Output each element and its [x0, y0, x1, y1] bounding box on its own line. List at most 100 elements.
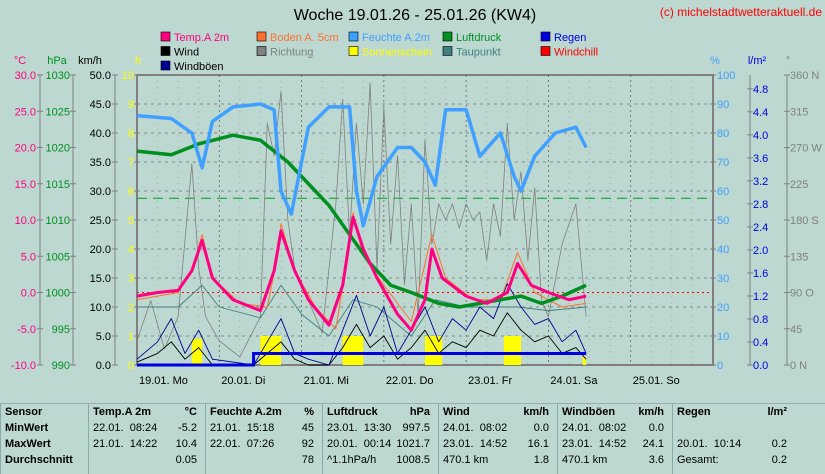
axis-tick-label: 8	[128, 128, 134, 140]
axis-tick-label: 45.0	[90, 99, 111, 111]
axis-tick-label: 40.0	[90, 128, 111, 140]
axis-tick-label: 100	[717, 70, 735, 82]
series-line-feuchte-a-2m	[136, 102, 588, 228]
sunshine-bar	[503, 336, 521, 365]
table-row: 20.01. 00:14 1021.7	[327, 436, 434, 452]
series-line-taupunkt	[137, 284, 587, 337]
column-name: Sensor	[5, 406, 43, 418]
axis-tick-label: 30.0	[15, 70, 36, 82]
axis-tick-label: 0.0	[21, 288, 36, 300]
axis-unit-rain: l/m²	[748, 55, 767, 67]
cell-value: -5.2	[178, 422, 197, 434]
cell-label: 24.01. 08:02	[443, 422, 508, 434]
cell-value: 1.8	[533, 454, 549, 466]
axis-tick-label: 5.0	[21, 251, 36, 263]
cell-value: 0.2	[771, 454, 787, 466]
axis-tick-label: 3	[128, 273, 134, 285]
table-row: 470.1 km 3.6	[562, 452, 668, 468]
column-name: Wind	[443, 406, 470, 418]
column-unit: km/h	[638, 406, 664, 418]
legend-swatch	[442, 31, 453, 42]
axis-tick-label: 3.2	[753, 176, 768, 188]
axis-tick-label: 225	[790, 179, 808, 191]
axis-tick-label: 6	[128, 186, 134, 198]
table-header: Sensor	[5, 404, 84, 420]
axis-unit-hum: %	[710, 55, 720, 67]
table-column: Wind km/h 24.01. 08:02 0.0 23.01. 14:52 16.1 4…	[438, 404, 557, 474]
axis-unit-temp: °C	[14, 55, 26, 67]
axis-tick-label: 1000	[46, 288, 70, 300]
legend-swatch	[442, 46, 453, 56]
table-row: 23.01. 14:52 16.1	[443, 436, 553, 452]
legend-label: Feuchte A.2m	[362, 32, 430, 44]
column-unit: km/h	[523, 406, 549, 418]
axis-tick-label: 5	[128, 215, 134, 227]
cell-label: 24.01. 08:02	[562, 422, 627, 434]
axis-tick-label: 10	[122, 70, 134, 82]
axis-tick-label: 25.0	[15, 106, 36, 118]
legend-swatch	[540, 46, 551, 56]
table-row: 78	[210, 452, 318, 468]
table-column: Luftdruck hPa 23.01. 13:30 997.5 20.01. 00:1…	[322, 404, 438, 474]
cell-label: ^1.1hPa/h	[327, 454, 377, 466]
copyright-link[interactable]: (c) michelstadtwetteraktuell.de	[660, 5, 822, 19]
day-label: 23.01. Fr	[468, 375, 512, 387]
series-line-richtung	[136, 82, 587, 358]
table-header: Luftdruck hPa	[327, 404, 434, 420]
table-row: 23.01. 14:52 24.1	[562, 436, 668, 452]
axis-tick-label: 1025	[46, 106, 70, 118]
axis-unit-press: hPa	[47, 55, 67, 67]
table-row: 24.01. 08:02 0.0	[562, 420, 668, 436]
cell-label: 23.01. 14:52	[443, 438, 508, 450]
cell-label: 20.01. 00:14	[327, 438, 392, 450]
table-row: 22.01. 08:24 -5.2	[93, 420, 201, 436]
cell-value: 0.0	[648, 422, 664, 434]
sunshine-bar	[191, 338, 203, 365]
axis-tick-label: 4.4	[753, 107, 768, 119]
day-label: 20.01. Di	[221, 375, 265, 387]
legend-swatch	[160, 46, 171, 56]
axis-tick-label: 9	[128, 99, 134, 111]
cell-value: 92	[301, 438, 314, 450]
axis-tick-label: -10.0	[11, 360, 36, 372]
axis-tick-label: 1015	[46, 179, 70, 191]
axis-tick-label: 0.0	[96, 360, 111, 372]
axis-tick-label: 40	[717, 244, 729, 256]
axis-tick-label: 10.0	[90, 302, 111, 314]
axis-tick-label: 135	[790, 251, 808, 263]
axis-tick-label: -5.0	[17, 324, 36, 336]
axes: °C30.025.020.015.010.05.00.0-5.0-10.0hPa…	[11, 55, 822, 372]
axis-tick-label: 15.0	[15, 179, 36, 191]
axis-tick-label: 2.4	[753, 222, 768, 234]
axis-tick-label: 1.6	[753, 268, 768, 280]
sunshine-bar	[582, 356, 587, 365]
axis-tick-label: 4	[128, 244, 134, 256]
axis-unit-wind: km/h	[78, 55, 102, 67]
axis-tick-label: 0	[717, 360, 723, 372]
day-label: 22.01. Do	[386, 375, 434, 387]
column-unit: %	[304, 406, 314, 418]
axis-tick-label: 3.6	[753, 153, 768, 165]
axis-tick-label: 1	[128, 331, 134, 343]
legend-label: Temp.A 2m	[174, 32, 229, 44]
table-header: Feuchte A.2m%	[210, 404, 318, 420]
cell-label: Gesamt:	[677, 454, 719, 466]
axis-tick-label: 90	[717, 99, 729, 111]
axis-tick-label: 25.0	[90, 215, 111, 227]
sunshine-bar	[342, 336, 364, 365]
cell-label: 22.01. 08:24	[93, 422, 158, 434]
axis-tick-label: 20	[717, 302, 729, 314]
chart-title: Woche 19.01.26 - 25.01.26 (KW4)	[294, 7, 537, 24]
column-unit: hPa	[409, 406, 430, 418]
table-header: Wind km/h	[443, 404, 553, 420]
legend-label: Boden A. 5cm	[270, 32, 339, 44]
legend-label: Regen	[554, 32, 586, 44]
statistics-table: Sensor MinWert MaxWert Durchschnitt Temp.A 2…	[0, 403, 825, 474]
axis-tick-label: 0	[128, 360, 134, 372]
cell-label: Durchschnitt	[5, 454, 73, 466]
axis-tick-label: 50.0	[90, 70, 111, 82]
cell-value: 0.2	[771, 438, 787, 450]
table-row: 470.1 km 1.8	[443, 452, 553, 468]
table-header: Temp.A 2m °C	[93, 404, 201, 420]
day-label: 25.01. So	[633, 375, 680, 387]
